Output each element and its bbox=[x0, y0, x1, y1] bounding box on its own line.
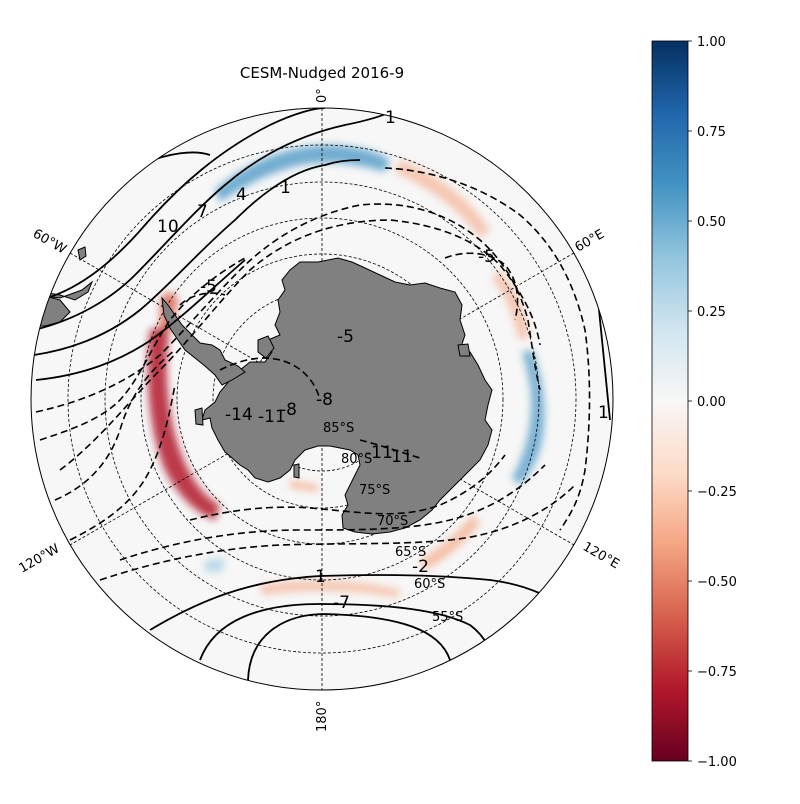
contour-label: 1 bbox=[385, 108, 396, 128]
lat-label: 55°S bbox=[432, 610, 463, 625]
colorbar-tick-label: −0.50 bbox=[697, 575, 737, 590]
contours-solid bbox=[31, 108, 611, 690]
contour-label: 1 bbox=[280, 178, 291, 198]
lat-label: 65°S bbox=[395, 545, 426, 560]
lat-label: 60°S bbox=[414, 577, 445, 592]
colorbar-tick-label: 0.25 bbox=[697, 305, 726, 320]
colorbar-tick-label: 1.00 bbox=[697, 35, 726, 50]
contour-label: -7 bbox=[333, 593, 350, 613]
contour-label: -14 bbox=[225, 405, 253, 425]
anomaly-red-southeast bbox=[420, 515, 480, 570]
colorbar-tick-label: −0.25 bbox=[697, 485, 737, 500]
contour-label: 4 bbox=[236, 185, 247, 205]
colorbar-tick-label: 0.50 bbox=[697, 215, 726, 230]
anomaly-red-west bbox=[147, 325, 220, 520]
colorbar: 1.00 0.75 0.50 0.25 0.00 −0.25 −0.50 −0.… bbox=[651, 35, 737, 770]
anomaly-red-ross bbox=[290, 480, 318, 492]
contour-label: -8 bbox=[280, 400, 297, 420]
colorbar-gradient bbox=[651, 40, 689, 762]
map-area bbox=[31, 108, 613, 690]
colorbar-tick-label: −0.75 bbox=[697, 665, 737, 680]
colorbar-tick-label: −1.00 bbox=[697, 755, 737, 770]
map-boundary bbox=[30, 107, 614, 691]
island-2 bbox=[457, 343, 471, 357]
anomaly-blue-east bbox=[512, 350, 545, 485]
island-4 bbox=[293, 463, 300, 479]
contour-label: 1 bbox=[598, 403, 609, 423]
chart-title: CESM-Nudged 2016-9 bbox=[240, 64, 404, 82]
lon-label: 60°E bbox=[573, 227, 608, 256]
anomaly-blue-south bbox=[205, 558, 225, 572]
antarctica-landmass bbox=[201, 257, 493, 535]
lat-label: 70°S bbox=[377, 514, 408, 529]
anomaly-red-south bbox=[260, 580, 400, 598]
anomaly-blue-north bbox=[215, 145, 390, 202]
contour-label: -11 bbox=[385, 447, 413, 467]
lon-label: 60°W bbox=[30, 226, 69, 257]
falkland-island bbox=[77, 246, 87, 261]
lon-label: 180° bbox=[315, 701, 330, 732]
lon-label: 0° bbox=[315, 88, 330, 103]
lat-label: 75°S bbox=[359, 483, 390, 498]
lat-label: 85°S bbox=[323, 421, 354, 436]
island-1 bbox=[257, 335, 275, 359]
colorbar-tick-labels: 1.00 0.75 0.50 0.25 0.00 −0.25 −0.50 −0.… bbox=[697, 35, 737, 770]
latitude-labels: 85°S 80°S 75°S 70°S 65°S 60°S 55°S bbox=[323, 421, 463, 625]
anomaly-red-east bbox=[492, 270, 529, 340]
contour-label: 10 bbox=[157, 217, 179, 237]
anomaly-red-northeast bbox=[395, 160, 490, 238]
contour-label: -5 bbox=[200, 277, 217, 297]
lon-label: 120°E bbox=[580, 539, 622, 572]
contour-label: -5 bbox=[478, 247, 495, 267]
colorbar-ticks bbox=[688, 40, 692, 762]
colorbar-tick-label: 0.75 bbox=[697, 125, 726, 140]
contour-label: -11 bbox=[365, 443, 393, 463]
lat-label: 80°S bbox=[341, 452, 372, 467]
island-3 bbox=[194, 407, 204, 426]
antarctic-peninsula bbox=[161, 296, 246, 386]
contour-label: -2 bbox=[412, 557, 429, 577]
contour-labels: 1 1 1 4 7 10 -5 -5 -5 -8 -11 -14 -11 -11… bbox=[157, 108, 609, 613]
contour-label: 7 bbox=[197, 202, 208, 222]
contour-label: -5 bbox=[337, 327, 354, 347]
contour-label: 1 bbox=[315, 567, 326, 587]
contour-label: -8 bbox=[316, 390, 333, 410]
colorbar-tick-label: 0.00 bbox=[697, 395, 726, 410]
lon-label: 120°W bbox=[17, 541, 63, 576]
contour-label: -11 bbox=[258, 407, 286, 427]
contours-dashed bbox=[35, 167, 591, 581]
